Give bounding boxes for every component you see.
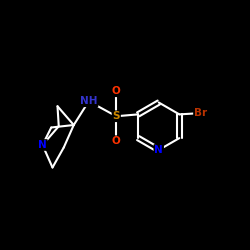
Text: NH: NH <box>80 96 98 106</box>
Text: O: O <box>112 136 120 146</box>
Text: Br: Br <box>194 108 207 118</box>
Text: N: N <box>38 140 47 150</box>
Text: O: O <box>112 86 120 96</box>
Text: N: N <box>154 145 163 155</box>
Text: S: S <box>112 111 120 121</box>
